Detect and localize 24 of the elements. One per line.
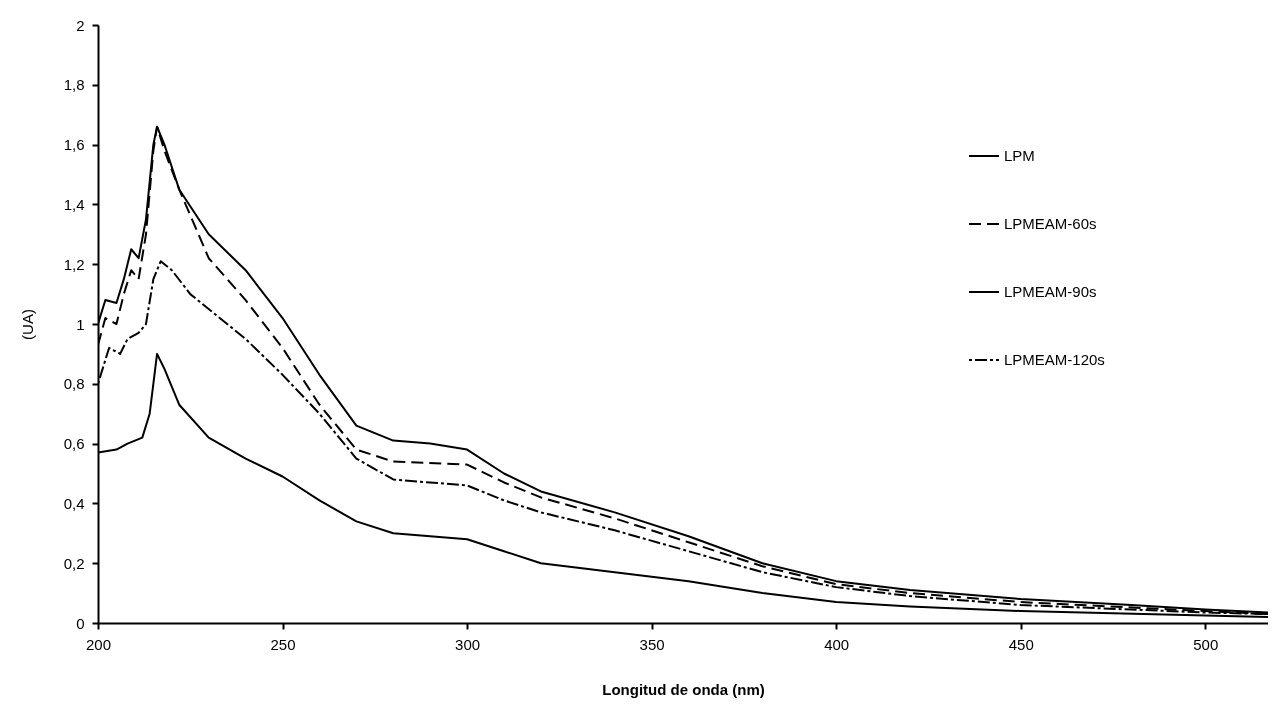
y-tick-label: 0,4: [63, 494, 85, 512]
y-tick-label: 0,8: [63, 375, 85, 393]
legend-label: LPMEAM-120s: [1004, 351, 1105, 368]
x-tick-label: 400: [824, 635, 850, 653]
x-tick-label: 250: [270, 635, 296, 653]
y-tick-label: 0: [76, 614, 85, 632]
x-tick-label: 200: [85, 635, 112, 653]
x-axis-title: Longitud de onda (nm): [602, 680, 765, 698]
x-tick-label: 300: [455, 635, 481, 653]
legend-label: LPMEAM-90s: [1004, 283, 1097, 300]
x-tick-label: 350: [639, 635, 665, 653]
y-tick-label: 1,4: [63, 195, 85, 213]
y-tick-label: 1,8: [63, 76, 85, 94]
y-tick-label: 1: [76, 315, 85, 333]
x-tick-label: 500: [1193, 635, 1219, 653]
y-tick-label: 0,6: [63, 435, 85, 453]
y-tick-label: 1,2: [63, 255, 85, 273]
y-tick-label: 0,2: [63, 554, 85, 572]
y-tick-label: 1,6: [63, 136, 85, 154]
y-tick-label: 2: [76, 16, 85, 34]
y-axis-title: (UA): [18, 309, 36, 340]
x-tick-label: 450: [1008, 635, 1034, 653]
legend-label: LPM: [1004, 147, 1035, 164]
legend-label: LPMEAM-60s: [1004, 215, 1097, 232]
